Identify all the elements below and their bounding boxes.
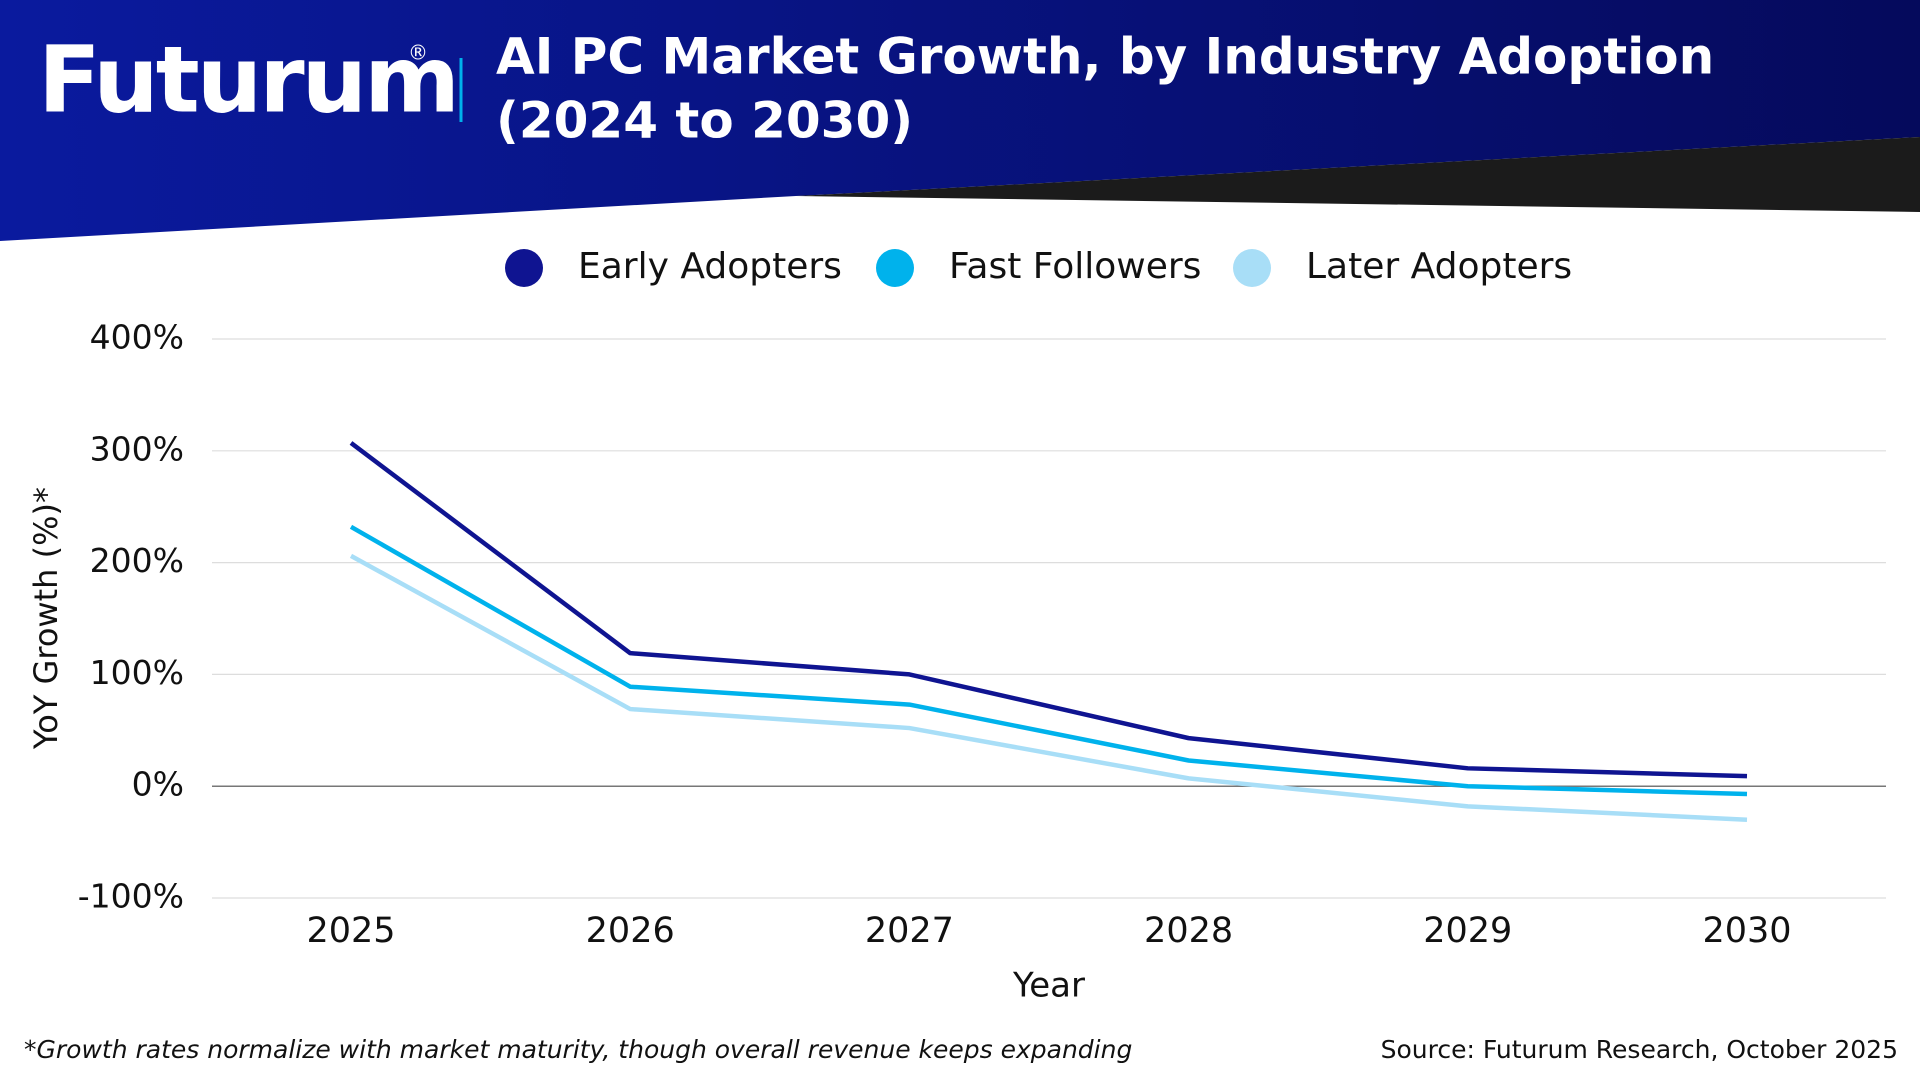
- chart-title: AI PC Market Growth, by Industry Adoptio…: [496, 28, 1714, 86]
- x-tick-label: 2028: [1144, 911, 1233, 951]
- x-tick-label: 2027: [865, 911, 954, 951]
- x-tick-label: 2026: [586, 911, 675, 951]
- x-tick-label: 2030: [1702, 911, 1791, 951]
- series-line: [349, 441, 1748, 779]
- header-band: [0, 0, 1920, 241]
- source: Source: Futurum Research, October 2025: [1381, 1035, 1898, 1064]
- footnote: *Growth rates normalize with market matu…: [24, 1035, 1132, 1064]
- y-tick-label: 300%: [90, 429, 184, 468]
- series-line: [349, 553, 1748, 822]
- series-line: [349, 524, 1748, 797]
- x-axis-label: Year: [1012, 966, 1085, 1006]
- x-tick-label: 2025: [306, 911, 395, 951]
- legend-label: Later Adopters: [1306, 246, 1572, 287]
- x-tick-label: 2029: [1423, 911, 1512, 951]
- y-axis-label: YoY Growth (%)*: [27, 487, 65, 750]
- y-tick-label: 200%: [90, 541, 184, 580]
- legend-label: Early Adopters: [578, 246, 842, 287]
- legend-marker: [1233, 249, 1271, 287]
- y-tick-label: 100%: [90, 653, 184, 692]
- chart-subtitle: (2024 to 2030): [496, 92, 913, 150]
- y-tick-label: 400%: [90, 318, 184, 357]
- y-tick-label: -100%: [78, 877, 184, 916]
- logo: Futurum: [38, 26, 457, 133]
- legend-marker: [876, 249, 914, 287]
- logo-mark: ®: [408, 41, 428, 65]
- y-tick-label: 0%: [132, 765, 184, 804]
- legend-label: Fast Followers: [949, 246, 1201, 287]
- legend-marker: [505, 249, 543, 287]
- header-wedge: [796, 137, 1920, 212]
